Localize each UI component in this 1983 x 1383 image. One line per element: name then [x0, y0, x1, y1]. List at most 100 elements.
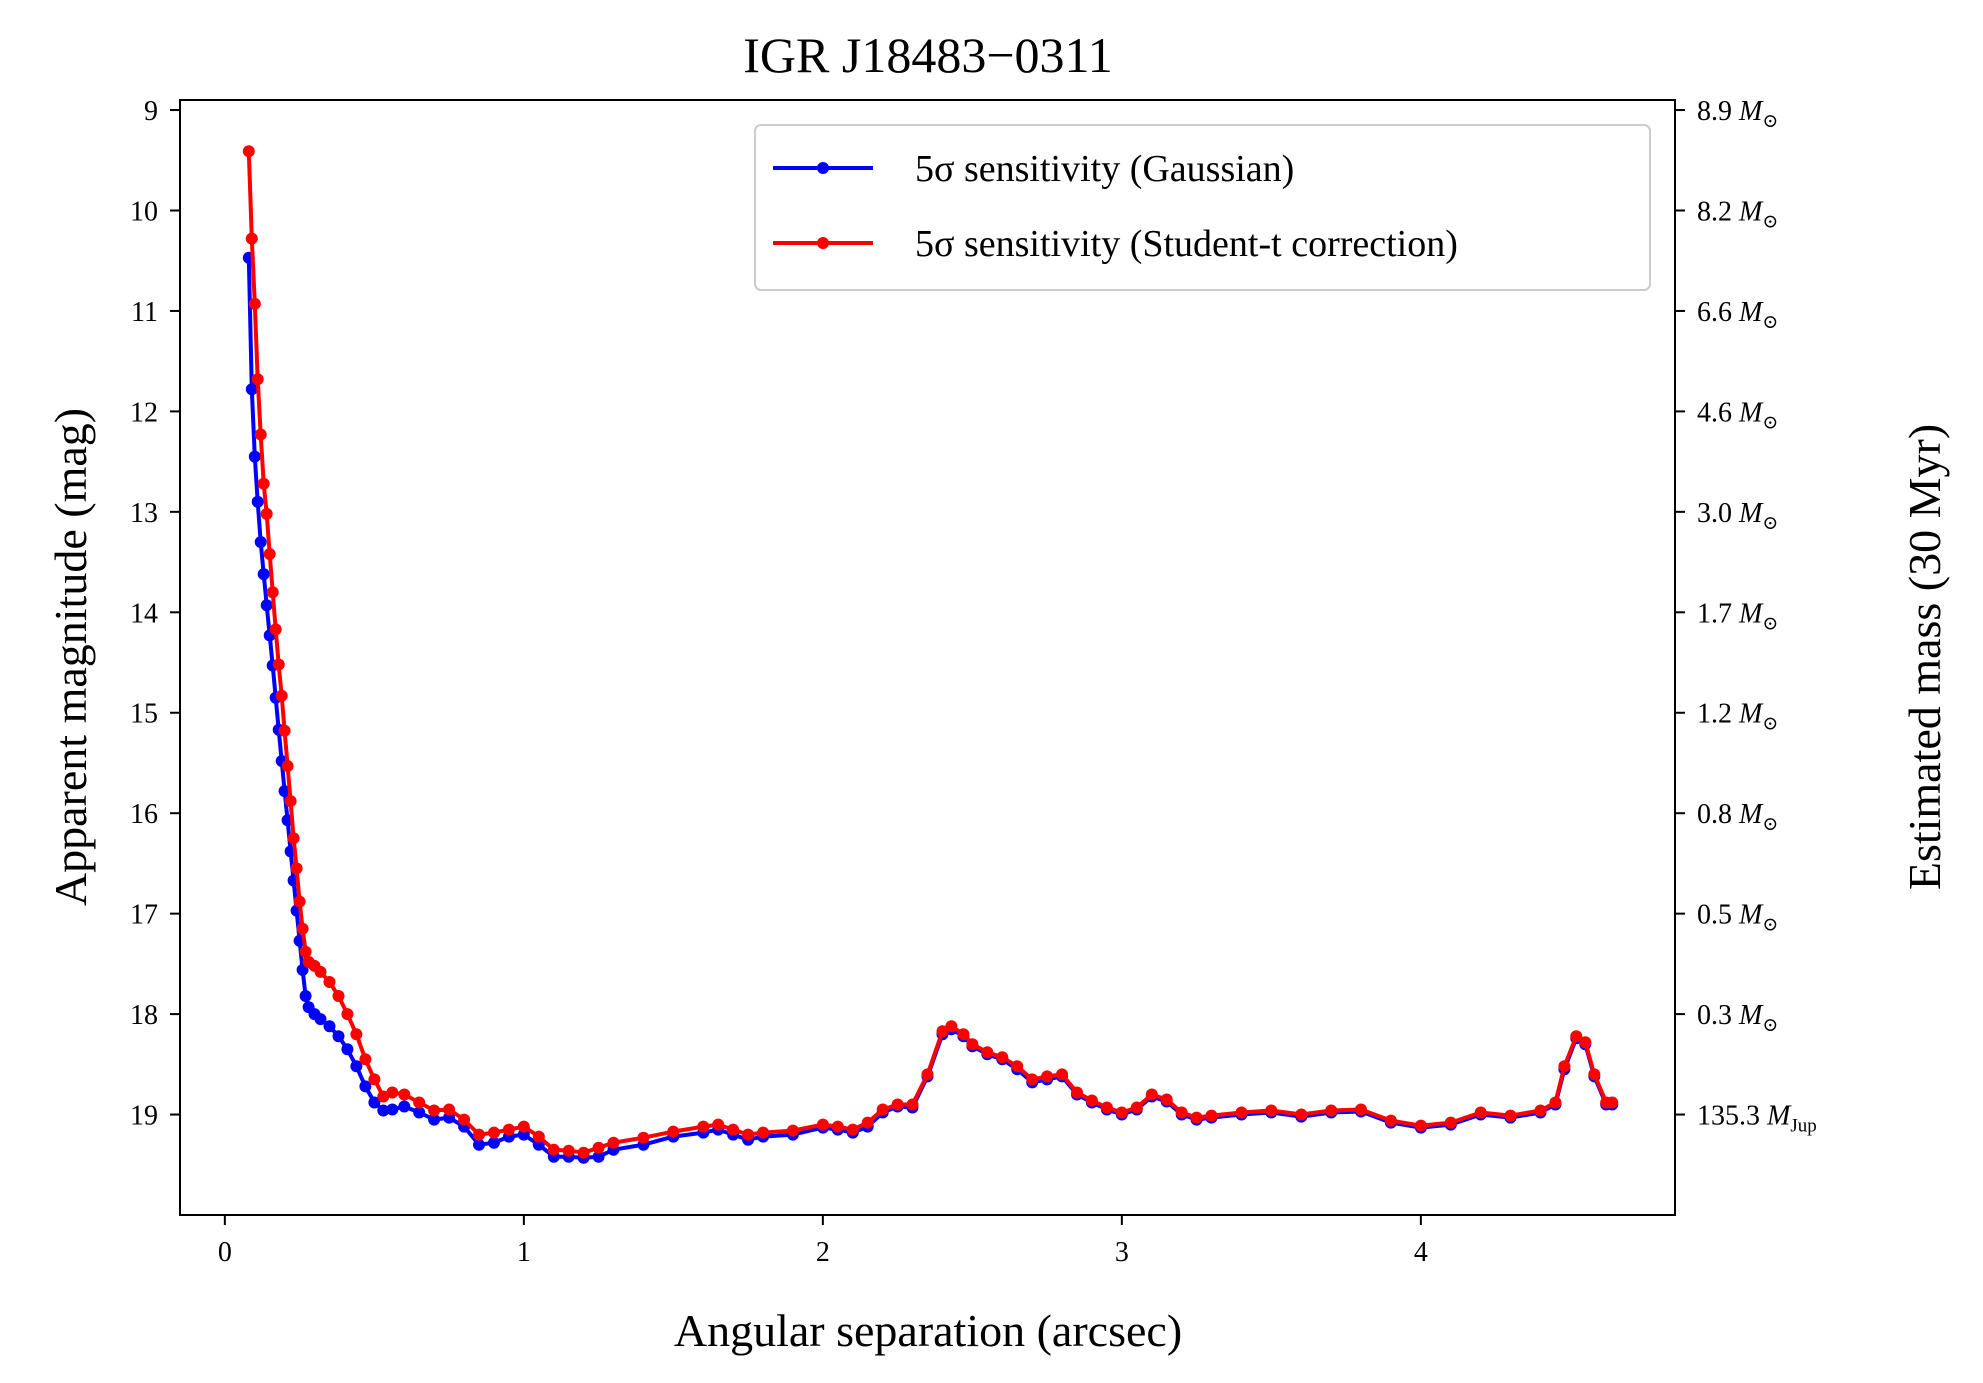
data-point	[1570, 1030, 1583, 1043]
data-point	[1056, 1068, 1068, 1081]
data-point	[245, 232, 258, 245]
data-point	[1011, 1060, 1024, 1073]
data-point	[341, 1008, 354, 1021]
data-point	[1384, 1114, 1397, 1127]
data-point	[607, 1136, 620, 1149]
data-point	[1558, 1060, 1571, 1073]
data-point	[1190, 1111, 1203, 1124]
data-point	[287, 832, 300, 845]
x-tick-label: 0	[218, 1237, 232, 1268]
data-point	[290, 862, 303, 875]
data-point	[1444, 1116, 1457, 1129]
data-point	[712, 1118, 725, 1131]
right-tick-label: 3.0 M⊙	[1697, 498, 1778, 534]
x-tick-label: 4	[1414, 1237, 1428, 1268]
data-point	[727, 1123, 740, 1136]
right-tick-label: 6.6 M⊙	[1697, 297, 1778, 333]
plot-area	[242, 145, 1619, 1164]
data-point	[1325, 1104, 1338, 1117]
data-point	[577, 1146, 590, 1159]
data-point	[742, 1128, 755, 1141]
x-axis: 0 1 2 3 4	[218, 1215, 1428, 1268]
data-point	[398, 1100, 411, 1113]
data-point	[299, 990, 312, 1002]
y-tick-label: 17	[130, 900, 158, 931]
data-point	[1265, 1104, 1278, 1117]
data-point	[637, 1131, 650, 1144]
series-gaussian	[242, 251, 1619, 1164]
y-tick-label: 12	[130, 397, 158, 428]
data-point	[1205, 1109, 1218, 1122]
data-point	[296, 922, 309, 935]
data-point	[1534, 1104, 1547, 1117]
legend: 5σ sensitivity (Gaussian) 5σ sensitivity…	[754, 124, 1651, 291]
data-point	[488, 1136, 500, 1149]
data-point	[386, 1103, 399, 1116]
data-point	[413, 1106, 426, 1119]
data-point	[1474, 1106, 1487, 1119]
data-point	[458, 1113, 471, 1126]
data-point	[757, 1126, 770, 1139]
data-point	[368, 1096, 381, 1109]
data-point	[1071, 1086, 1083, 1099]
data-point	[428, 1113, 441, 1126]
data-point	[359, 1080, 372, 1093]
data-point	[1235, 1106, 1248, 1119]
data-point	[323, 1020, 336, 1033]
data-point	[1175, 1106, 1188, 1119]
data-point	[966, 1038, 979, 1051]
data-point	[428, 1104, 441, 1117]
data-point	[697, 1120, 710, 1133]
data-point	[257, 477, 270, 490]
data-point	[398, 1088, 411, 1101]
chart-title: IGR J18483−0311	[743, 27, 1112, 83]
data-point	[1414, 1119, 1427, 1132]
data-point	[502, 1123, 515, 1136]
y-tick-label: 13	[130, 498, 158, 529]
data-point	[816, 1118, 829, 1131]
data-point	[846, 1123, 859, 1136]
data-point	[957, 1028, 970, 1041]
data-point	[1160, 1093, 1173, 1106]
legend-box	[754, 124, 1651, 291]
data-point	[314, 965, 327, 978]
legend-marker-gaussian	[817, 162, 829, 174]
legend-entry-student-t: 5σ sensitivity (Student-t correction)	[773, 223, 1458, 265]
data-point	[332, 1030, 345, 1043]
data-point	[1085, 1094, 1098, 1107]
data-point	[332, 990, 345, 1002]
data-point	[254, 428, 267, 441]
data-point	[1606, 1096, 1619, 1109]
data-point	[488, 1126, 500, 1139]
y-tick-label: 16	[130, 799, 158, 830]
data-point	[278, 724, 291, 737]
data-point	[592, 1150, 605, 1163]
data-point	[377, 1090, 390, 1103]
y-tick-label: 9	[144, 96, 158, 127]
series-line	[246, 151, 1613, 1155]
y-tick-label: 19	[130, 1101, 158, 1132]
data-point	[284, 795, 297, 808]
legend-label-student-t: 5σ sensitivity (Student-t correction)	[915, 223, 1458, 265]
data-point	[251, 373, 264, 386]
data-point	[532, 1130, 545, 1143]
data-point	[299, 945, 312, 958]
x-tick-label: 1	[517, 1237, 531, 1268]
legend-marker-student-t	[817, 237, 829, 249]
data-point	[368, 1073, 381, 1086]
data-point	[906, 1098, 919, 1111]
x-axis-title: Angular separation (arcsec)	[674, 1305, 1182, 1356]
data-point	[386, 1086, 399, 1099]
data-point	[242, 145, 255, 158]
data-point	[473, 1138, 485, 1151]
data-point	[1588, 1068, 1601, 1081]
data-point	[981, 1046, 994, 1059]
right-tick-label: 0.5 M⊙	[1697, 900, 1778, 936]
series-line	[246, 257, 1613, 1160]
data-point	[936, 1025, 949, 1038]
y-axis-right: 8.9 M⊙ 8.2 M⊙ 6.6 M⊙ 4.6 M⊙ 3.0 M⊙ 1.7 M⊙ 1.2 …	[1675, 96, 1817, 1137]
data-point	[996, 1051, 1009, 1064]
data-point	[1579, 1036, 1592, 1049]
data-point	[314, 1013, 327, 1026]
